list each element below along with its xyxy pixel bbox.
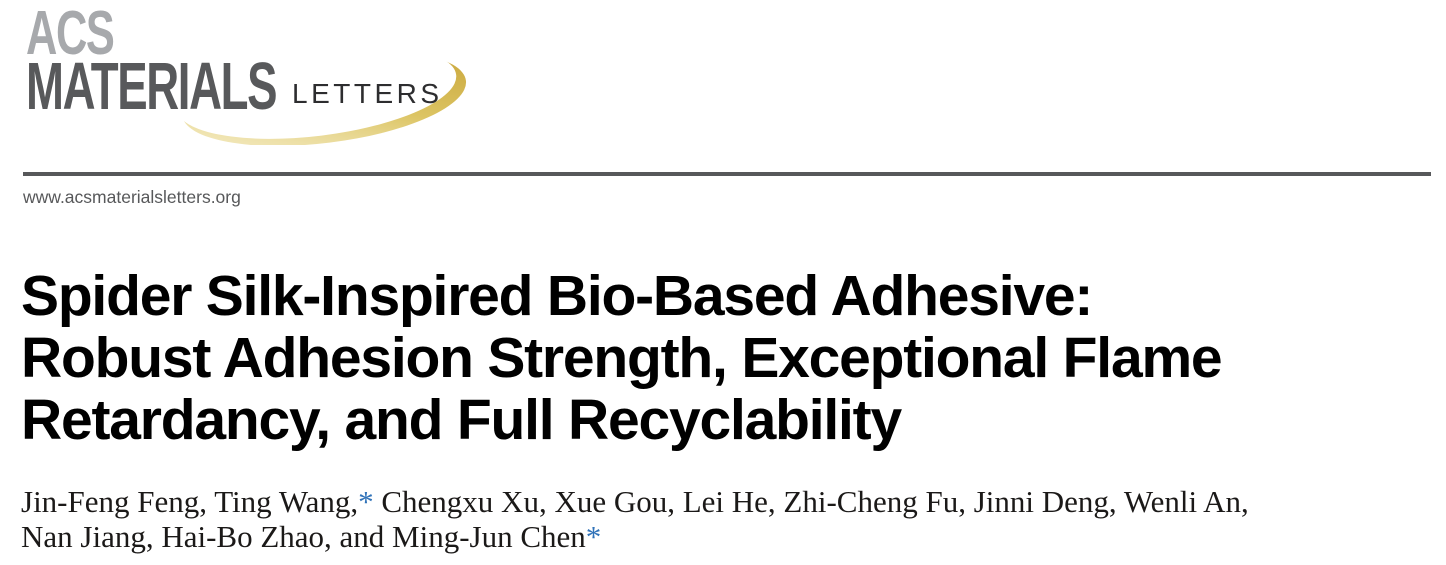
article-title-line-3: Retardancy, and Full Recyclability — [21, 388, 902, 452]
author-line-1: Jin-Feng Feng, Ting Wang,* Chengxu Xu, X… — [21, 484, 1441, 519]
author-names-1-rest: Chengxu Xu, Xue Gou, Lei He, Zhi-Cheng F… — [373, 484, 1249, 519]
author-names-2: Nan Jiang, Hai-Bo Zhao, and Ming-Jun Che… — [21, 519, 586, 554]
article-title-line-2: Robust Adhesion Strength, Exceptional Fl… — [21, 326, 1223, 390]
logo-swoosh-icon — [180, 52, 467, 145]
logo-acs-text: ACS — [26, 0, 115, 68]
header-divider-rule — [23, 172, 1431, 176]
author-line-2: Nan Jiang, Hai-Bo Zhao, and Ming-Jun Che… — [21, 519, 1441, 554]
article-title-line-1: Spider Silk-Inspired Bio-Based Adhesive: — [21, 264, 1093, 328]
author-list: Jin-Feng Feng, Ting Wang,* Chengxu Xu, X… — [21, 484, 1441, 554]
logo-materials-text: MATERIALS — [26, 49, 277, 124]
author-names-1: Jin-Feng Feng, Ting Wang, — [21, 484, 359, 519]
logo-letters-text: LETTERS — [292, 78, 443, 109]
corresponding-author-asterisk-1: * — [358, 484, 374, 519]
corresponding-author-asterisk-2: * — [585, 519, 602, 554]
journal-url-link[interactable]: www.acsmaterialsletters.org — [23, 187, 241, 207]
article-title: Spider Silk-Inspired Bio-Based Adhesive:… — [21, 265, 1446, 451]
